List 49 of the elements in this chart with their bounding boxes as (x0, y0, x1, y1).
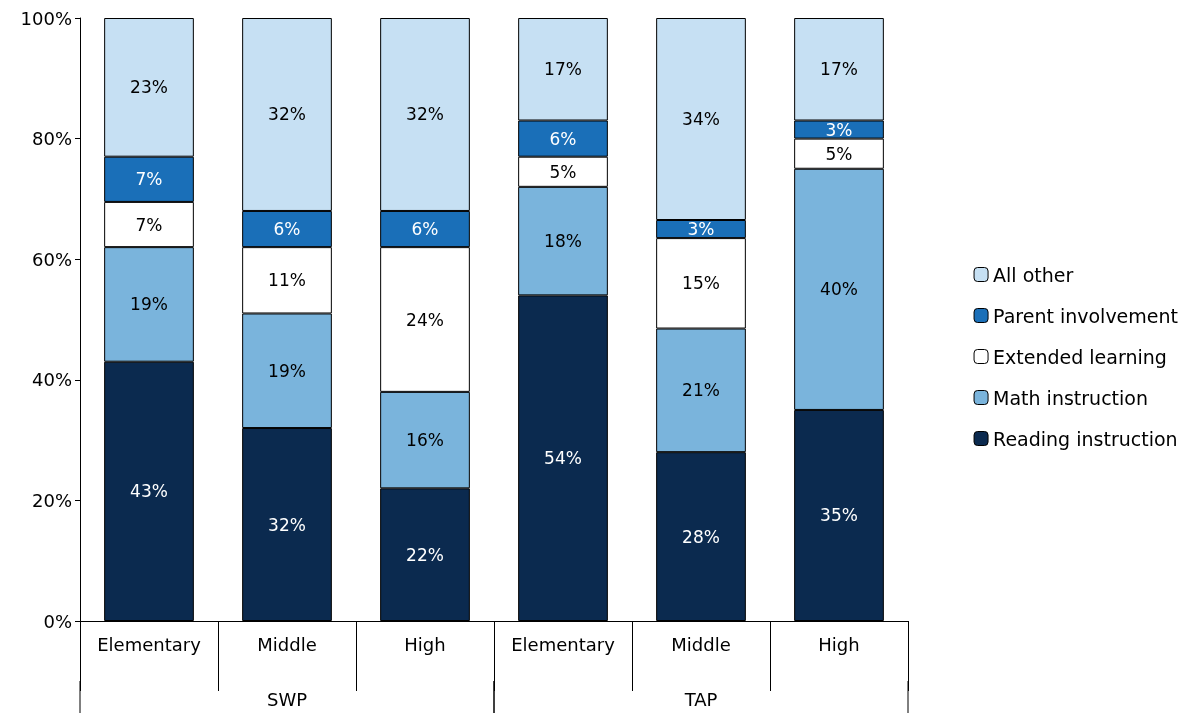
text: SWP (266, 688, 308, 710)
data-label: 7% (135, 214, 163, 235)
data-label: 17% (820, 59, 858, 80)
data-label: 6% (549, 128, 577, 149)
x-tick-label: Middle (671, 633, 731, 655)
y-tick-label: 20% (31, 489, 72, 511)
data-label: 11% (268, 270, 306, 291)
legend-label: Extended learning (993, 345, 1167, 368)
data-label: 17% (544, 59, 582, 80)
data-label: 19% (130, 294, 168, 315)
y-tick-label: 80% (31, 128, 72, 150)
data-label: 23% (130, 77, 168, 98)
data-label: 32% (268, 104, 306, 125)
data-label: 21% (682, 380, 720, 401)
data-label: 6% (411, 219, 439, 240)
legend-label: Math instruction (993, 386, 1148, 409)
legend-label: Parent involvement (993, 304, 1178, 327)
x-tick-label: Middle (257, 633, 317, 655)
data-label: 15% (682, 273, 720, 294)
data-label: 40% (820, 279, 858, 300)
data-label: 18% (544, 231, 582, 252)
data-label: 28% (682, 526, 720, 547)
y-tick-label: 100% (20, 7, 72, 29)
data-label: 32% (406, 104, 444, 125)
legend-label: Reading instruction (993, 427, 1178, 450)
y-tick-label: 40% (31, 369, 72, 391)
legend-label: All other (993, 263, 1074, 286)
x-tick-label: High (404, 633, 446, 655)
data-label: 6% (273, 219, 301, 240)
data-label: 5% (549, 161, 577, 182)
data-label: 22% (406, 544, 444, 565)
x-tick-label: Elementary (511, 633, 616, 655)
data-label: 5% (825, 143, 853, 164)
y-tick-label: 0% (43, 610, 72, 632)
data-label: 43% (130, 481, 168, 502)
data-label: 34% (682, 109, 720, 129)
x-tick-label: High (818, 633, 860, 655)
x-tick-label: Elementary (97, 633, 202, 655)
data-label: 19% (268, 360, 306, 381)
text: TAP (683, 688, 718, 710)
data-label: 16% (406, 430, 444, 451)
data-label: 24% (406, 309, 444, 330)
data-label: 32% (268, 514, 306, 535)
data-label: 54% (544, 448, 582, 469)
data-label: 3% (687, 219, 715, 240)
data-label: 35% (820, 505, 858, 526)
data-label: 7% (135, 169, 163, 190)
data-label: 3% (825, 119, 853, 140)
y-tick-label: 60% (31, 248, 72, 270)
